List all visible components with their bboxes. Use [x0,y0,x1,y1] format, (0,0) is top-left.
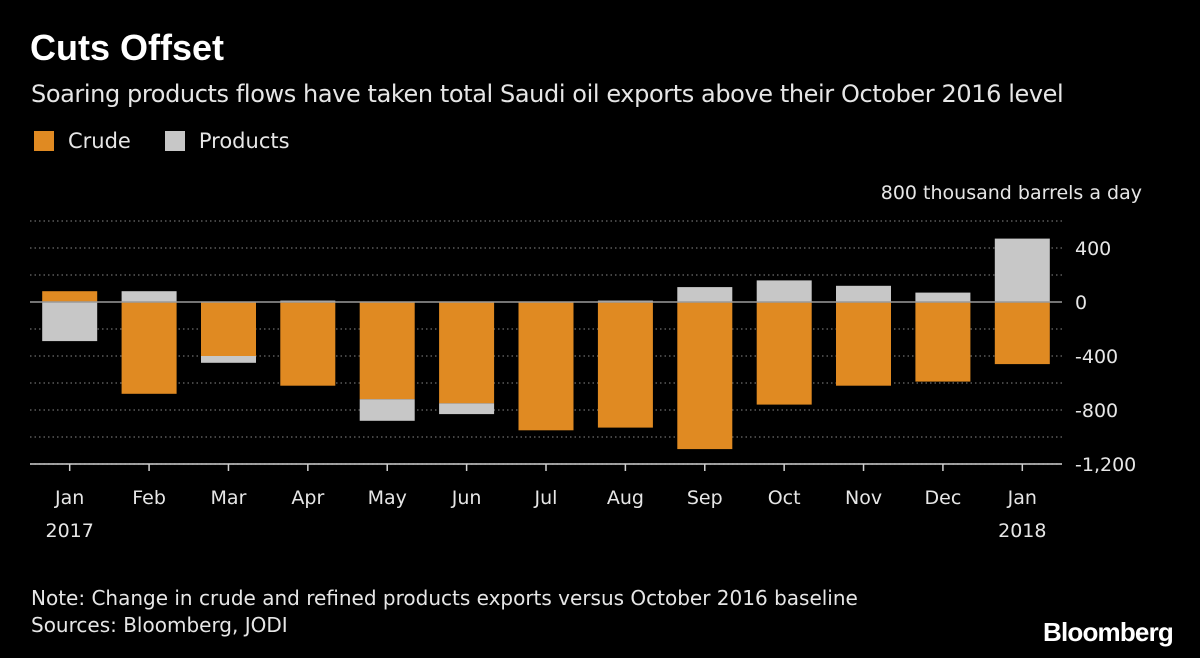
bar-products [994,238,1050,302]
bar-crude [280,302,336,386]
bar-products [121,291,177,302]
x-tick-label: May [368,487,407,509]
y-tick-label: -1,200 [1075,454,1136,476]
unit-label: 800 thousand barrels a day [880,182,1142,204]
bar-products [677,287,733,302]
bar-products [915,292,971,302]
sources: Sources: Bloomberg, JODI [31,613,288,637]
chart-title: Cuts Offset [30,27,225,68]
legend-label-products: Products [198,129,290,153]
legend-label-crude: Crude [68,129,131,153]
legend-swatch-products [164,131,185,151]
bar-crude [677,302,733,450]
x-year-label: 2018 [998,520,1046,542]
x-year-label: 2017 [46,520,94,542]
bar-products [201,356,256,363]
y-tick-label: -400 [1075,346,1118,368]
legend-item-crude: Crude [34,129,131,153]
bar-crude [42,291,98,302]
x-tick-label: Apr [291,487,324,509]
note: Note: Change in crude and refined produc… [31,586,858,610]
bar-crude [359,302,415,400]
x-tick-label: Feb [132,487,166,509]
legend-swatch-crude [34,131,54,151]
x-tick-label: Sep [687,487,723,509]
x-tick-label: Jan [54,487,84,509]
bloomberg-logo: Bloomberg [1042,617,1174,647]
x-tick-label: Oct [768,487,801,509]
bar-crude [439,302,495,404]
bar-crude [201,302,256,356]
y-tick-label: 0 [1075,292,1087,314]
chart-subtitle: Soaring products flows have taken total … [31,80,1064,108]
bar-crude [121,302,177,394]
legend: Crude Products [34,127,324,155]
bar-products [42,302,98,342]
bar-products [359,399,415,421]
legend-item-products: Products [164,129,290,153]
bar-crude [994,302,1050,365]
bar-crude [756,302,812,405]
x-tick-label: Aug [607,487,644,509]
y-tick-label: -800 [1075,400,1118,422]
y-tick-label: 400 [1075,238,1111,260]
bar-crude [597,302,653,428]
bar-crude [518,302,574,431]
bar-products [439,403,495,415]
x-tick-label: Jun [451,487,482,509]
bar-products [836,285,891,302]
x-tick-label: Mar [211,487,247,509]
x-tick-label: Nov [845,487,882,509]
bar-products [756,280,812,302]
x-tick-label: Jul [534,487,558,509]
x-tick-label: Dec [925,487,962,509]
x-tick-label: Jan [1007,487,1037,509]
bar-crude [836,302,891,386]
bar-crude [915,302,971,382]
